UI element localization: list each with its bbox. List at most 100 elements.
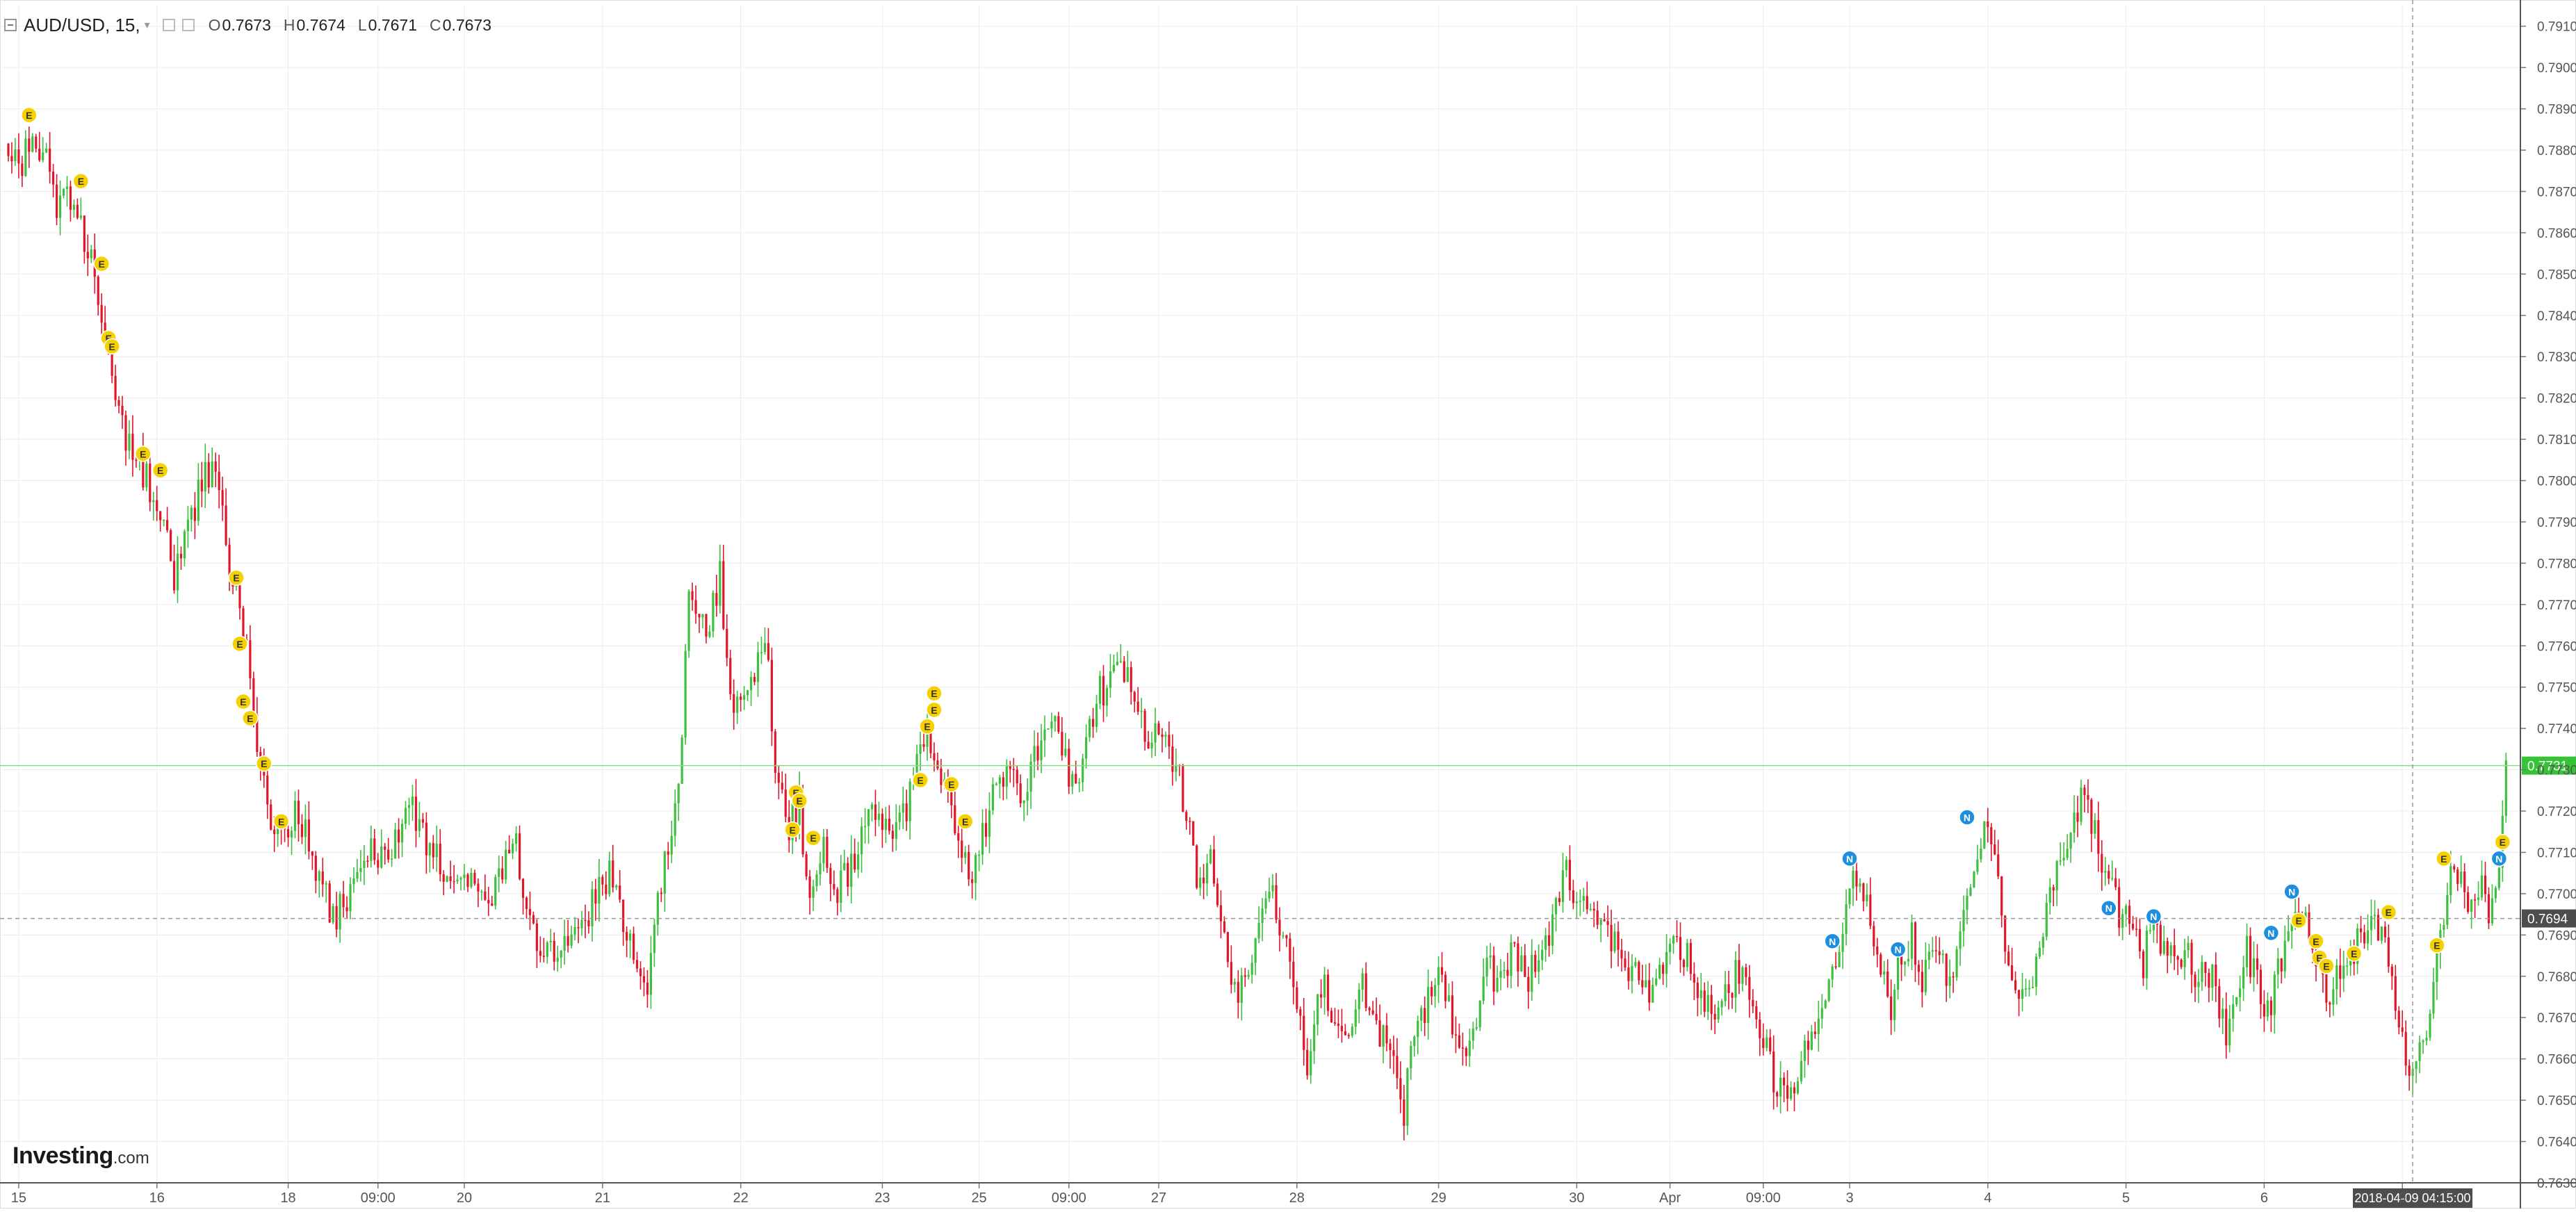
last-price-label: 0.7731 [2527,760,2568,774]
economic-event-marker[interactable]: E [784,821,801,838]
candle-body [1769,1037,1772,1052]
economic-event-marker[interactable]: E [2429,937,2445,953]
candle-body [359,868,362,872]
candle-body [2436,951,2438,983]
candle-body [1230,962,1232,985]
news-event-marker[interactable]: N [2491,850,2508,867]
economic-event-marker[interactable]: E [272,813,290,830]
settings-icon[interactable] [162,19,175,31]
candle-body [2446,894,2449,925]
candle-body [1789,1087,1793,1099]
candle-body [2325,974,2328,1003]
candle-body [1364,973,1367,1008]
candle-body [2287,931,2290,941]
economic-event-marker[interactable]: E [791,792,808,809]
candle-body [1955,949,1958,978]
economic-event-marker[interactable]: E [2318,958,2335,974]
economic-event-marker[interactable]: E [2436,850,2452,867]
chevron-down-icon[interactable]: ▾ [144,19,150,31]
marker-circle [919,718,936,735]
news-event-marker[interactable]: N [2145,908,2162,925]
news-event-marker[interactable]: N [1889,941,1907,958]
news-event-marker[interactable]: N [1959,809,1975,826]
candle-body [1652,985,1654,1003]
economic-event-marker[interactable]: E [943,776,960,793]
news-event-marker[interactable]: N [2263,924,2280,942]
candle-body [1924,960,1927,992]
marker-circle [72,172,90,190]
news-event-marker[interactable]: N [2101,899,2117,917]
marker-letter: N [1829,936,1836,947]
economic-event-marker[interactable]: E [926,701,943,719]
economic-event-marker[interactable]: E [2494,833,2511,851]
close-icon[interactable] [181,19,195,31]
y-tick-label: 0.7810 [2537,433,2576,448]
candle-body [1468,1040,1471,1056]
candle-body [221,490,224,506]
economic-event-marker[interactable]: E [2308,933,2324,950]
y-tick-label: 0.7870 [2537,185,2576,199]
candle-body [605,884,608,894]
economic-event-marker[interactable]: E [242,710,259,727]
news-event-marker[interactable]: N [2283,883,2300,900]
news-event-marker[interactable]: N [1841,850,1858,867]
economic-event-marker[interactable]: E [93,255,110,272]
brand-logo[interactable]: Investing.com [13,1143,149,1169]
economic-event-marker[interactable]: E [235,693,252,710]
economic-event-marker[interactable]: E [956,813,974,830]
symbol-label[interactable]: AUD/USD, 15, [24,14,140,35]
candle-body [1022,801,1025,803]
economic-event-marker[interactable]: E [2380,903,2397,921]
economic-event-marker[interactable]: E [2290,912,2307,929]
economic-event-marker[interactable]: E [926,685,943,702]
candle-body [1075,773,1077,784]
candle-body [35,136,38,149]
candle-body [90,249,92,259]
candle-body [498,868,500,877]
candle-body [2159,924,2162,954]
candle-body [1638,962,1640,981]
candle-body [1458,1035,1460,1048]
candle-body [1247,974,1250,977]
candle-body [1699,990,1702,999]
candle-body [1140,710,1143,712]
candle-body [1478,1001,1481,1028]
economic-event-marker[interactable]: E [152,461,169,479]
candle-body [995,783,998,785]
news-event-marker[interactable]: N [1824,933,1841,950]
candle-body [749,677,753,691]
marker-letter: E [2295,915,2301,926]
economic-event-marker[interactable]: E [21,106,38,124]
candle-body [1496,977,1499,992]
economic-event-marker[interactable]: E [228,569,245,586]
economic-event-marker[interactable]: E [2345,945,2363,962]
candle-body [1786,1085,1789,1099]
economic-event-marker[interactable]: E [104,338,120,355]
candle-body [1430,987,1433,997]
economic-event-marker[interactable]: E [256,755,272,772]
candle-body [1192,821,1195,846]
candle-body [1510,942,1513,976]
economic-event-marker[interactable]: E [231,635,248,653]
candle-body [1606,921,1609,925]
economic-event-marker[interactable]: E [805,829,822,846]
economic-event-marker[interactable]: E [72,172,90,190]
candle-body [1261,908,1264,924]
candle-body [2497,867,2500,888]
candle-body [1403,1099,1405,1127]
collapse-legend-button[interactable] [4,19,17,31]
economic-event-marker[interactable]: E [135,445,152,462]
economic-event-marker[interactable]: E [912,771,929,789]
candle-body [1009,766,1011,769]
candle-body [2249,935,2252,978]
economic-event-marker[interactable]: E [919,718,936,735]
candle-body [235,585,238,587]
candle-body [286,829,290,838]
candle-body [2149,930,2151,932]
candle-body [207,461,210,488]
marker-letter: N [1846,853,1853,865]
